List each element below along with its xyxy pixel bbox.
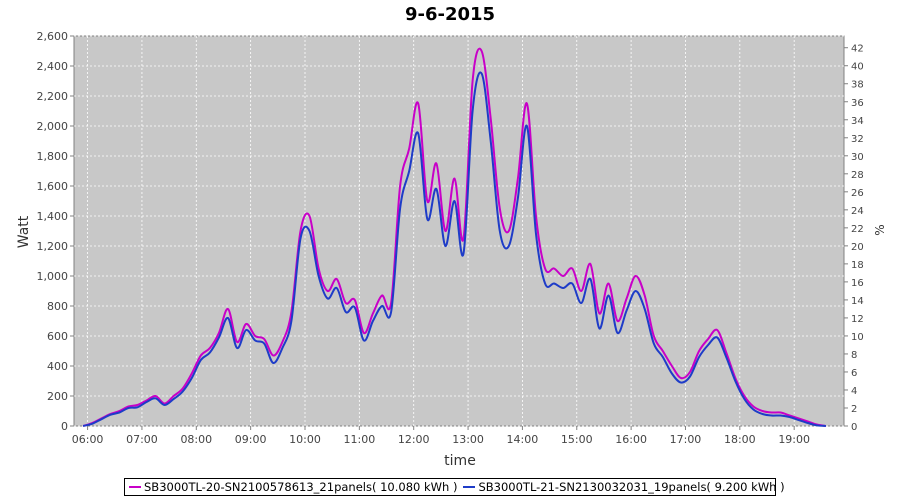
y-tick-label: 1,000 xyxy=(37,270,69,283)
y2-tick-label: 22 xyxy=(851,224,864,235)
x-tick-label: 09:00 xyxy=(235,433,267,446)
y-tick-label: 2,000 xyxy=(37,120,69,133)
y-tick-label: 2,600 xyxy=(37,30,69,43)
y-tick-label: 600 xyxy=(47,330,68,343)
y-tick-label: 1,200 xyxy=(37,240,69,253)
y2-tick-label: 4 xyxy=(851,386,857,397)
y2-tick-label: 24 xyxy=(851,206,864,217)
y-axis-label: Watt xyxy=(16,215,32,248)
x-axis-label: time xyxy=(444,453,476,469)
legend-label: SB3000TL-20-SN2100578613_21panels( 10.08… xyxy=(144,480,458,494)
x-tick-label: 13:00 xyxy=(452,433,484,446)
y2-tick-label: 12 xyxy=(851,314,864,325)
y2-tick-label: 34 xyxy=(851,116,864,127)
y-tick-label: 1,600 xyxy=(37,180,69,193)
y2-tick-label: 16 xyxy=(851,278,864,289)
legend-item-2: SB3000TL-21-SN2130032031_19panels( 9.200… xyxy=(463,480,785,494)
y2-tick-label: 36 xyxy=(851,98,864,109)
legend: SB3000TL-20-SN2100578613_21panels( 10.08… xyxy=(124,478,785,496)
y-tick-label: 0 xyxy=(61,420,68,433)
y-tick-label: 2,200 xyxy=(37,90,69,103)
y-tick-label: 200 xyxy=(47,390,68,403)
series-line-1 xyxy=(82,47,827,427)
y2-tick-label: 20 xyxy=(851,242,864,253)
y2-tick-label: 38 xyxy=(851,80,864,91)
y-tick-label: 1,800 xyxy=(37,150,69,163)
x-tick-label: 17:00 xyxy=(670,433,702,446)
x-tick-label: 10:00 xyxy=(289,433,321,446)
x-tick-label: 14:00 xyxy=(507,433,539,446)
y2-tick-label: 14 xyxy=(851,296,864,307)
y2-tick-label: 26 xyxy=(851,188,864,199)
legend-swatch xyxy=(129,486,141,488)
x-tick-label: 08:00 xyxy=(180,433,212,446)
y2-tick-label: 8 xyxy=(851,350,857,361)
y2-axis-label: % xyxy=(873,224,887,235)
y-tick-label: 800 xyxy=(47,300,68,313)
series-line-2 xyxy=(82,71,826,427)
x-tick-label: 12:00 xyxy=(398,433,430,446)
x-tick-label: 18:00 xyxy=(724,433,756,446)
y2-tick-label: 0 xyxy=(851,422,857,433)
legend-label: SB3000TL-21-SN2130032031_19panels( 9.200… xyxy=(478,480,785,494)
y2-tick-label: 30 xyxy=(851,152,864,163)
y2-tick-label: 32 xyxy=(851,134,864,145)
chart-title: 9-6-2015 xyxy=(404,4,496,25)
x-tick-label: 11:00 xyxy=(344,433,376,446)
legend-swatch xyxy=(463,486,476,488)
y2-tick-label: 40 xyxy=(851,62,864,73)
y2-tick-label: 28 xyxy=(851,170,864,181)
y-tick-label: 400 xyxy=(47,360,68,373)
y-tick-label: 2,400 xyxy=(37,60,69,73)
y2-tick-label: 10 xyxy=(851,332,864,343)
legend-item-1: SB3000TL-20-SN2100578613_21panels( 10.08… xyxy=(129,480,457,494)
x-tick-label: 16:00 xyxy=(615,433,647,446)
x-tick-label: 07:00 xyxy=(126,433,158,446)
y2-tick-label: 18 xyxy=(851,260,864,271)
x-tick-label: 06:00 xyxy=(72,433,104,446)
y2-tick-label: 2 xyxy=(851,404,857,415)
x-tick-label: 15:00 xyxy=(561,433,593,446)
y-tick-label: 1,400 xyxy=(37,210,69,223)
x-tick-label: 19:00 xyxy=(778,433,810,446)
y2-tick-label: 42 xyxy=(851,44,864,55)
y2-tick-label: 6 xyxy=(851,368,857,379)
